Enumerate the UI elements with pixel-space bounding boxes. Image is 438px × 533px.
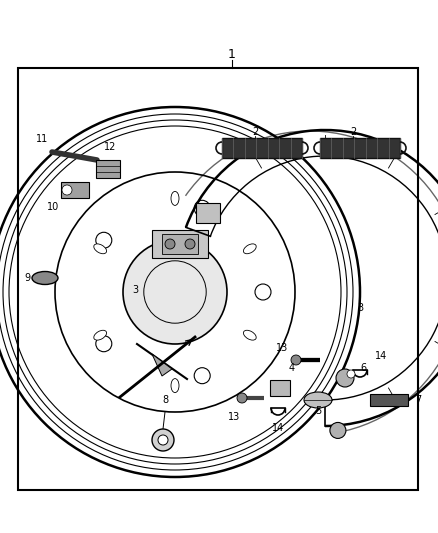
Text: 5: 5 (315, 406, 321, 416)
Bar (196, 203, 220, 222)
Circle shape (185, 239, 195, 249)
Text: 8: 8 (162, 395, 168, 405)
Circle shape (152, 429, 174, 451)
Polygon shape (152, 354, 172, 376)
Circle shape (194, 200, 210, 216)
Text: 3: 3 (357, 303, 363, 313)
Bar (18, 68, 418, 490)
Circle shape (62, 185, 72, 195)
Circle shape (96, 336, 112, 352)
Circle shape (291, 355, 301, 365)
Ellipse shape (244, 330, 256, 340)
Bar (96, 160, 120, 178)
Text: 9: 9 (24, 273, 30, 283)
Bar (370, 394, 408, 406)
Text: 6: 6 (360, 363, 366, 373)
Text: 1: 1 (228, 49, 236, 61)
Circle shape (255, 284, 271, 300)
Ellipse shape (244, 244, 256, 254)
Circle shape (123, 240, 227, 344)
Bar (61, 182, 89, 198)
Circle shape (165, 239, 175, 249)
Circle shape (96, 232, 112, 248)
Circle shape (237, 393, 247, 403)
Text: 13: 13 (228, 412, 240, 422)
Text: 14: 14 (272, 423, 284, 433)
Ellipse shape (171, 378, 179, 393)
Ellipse shape (94, 244, 106, 254)
Text: 11: 11 (36, 134, 48, 144)
Circle shape (194, 368, 210, 384)
Text: 2: 2 (350, 127, 356, 137)
Circle shape (330, 423, 346, 439)
Text: 4: 4 (289, 363, 295, 373)
Circle shape (347, 370, 355, 378)
Ellipse shape (94, 330, 106, 340)
Text: 14: 14 (375, 351, 387, 361)
Text: 13: 13 (276, 343, 288, 353)
Bar (320, 138, 400, 158)
Text: 3: 3 (132, 285, 138, 295)
Text: 2: 2 (252, 127, 258, 137)
Text: 12: 12 (104, 142, 116, 152)
Text: 7: 7 (415, 395, 421, 405)
Ellipse shape (304, 392, 332, 408)
Bar (222, 138, 302, 158)
Bar (152, 230, 208, 258)
Circle shape (158, 435, 168, 445)
Text: 10: 10 (47, 202, 59, 212)
Circle shape (336, 369, 354, 387)
Ellipse shape (171, 191, 179, 205)
Ellipse shape (32, 271, 58, 285)
Bar (270, 380, 290, 396)
Bar (162, 234, 198, 254)
